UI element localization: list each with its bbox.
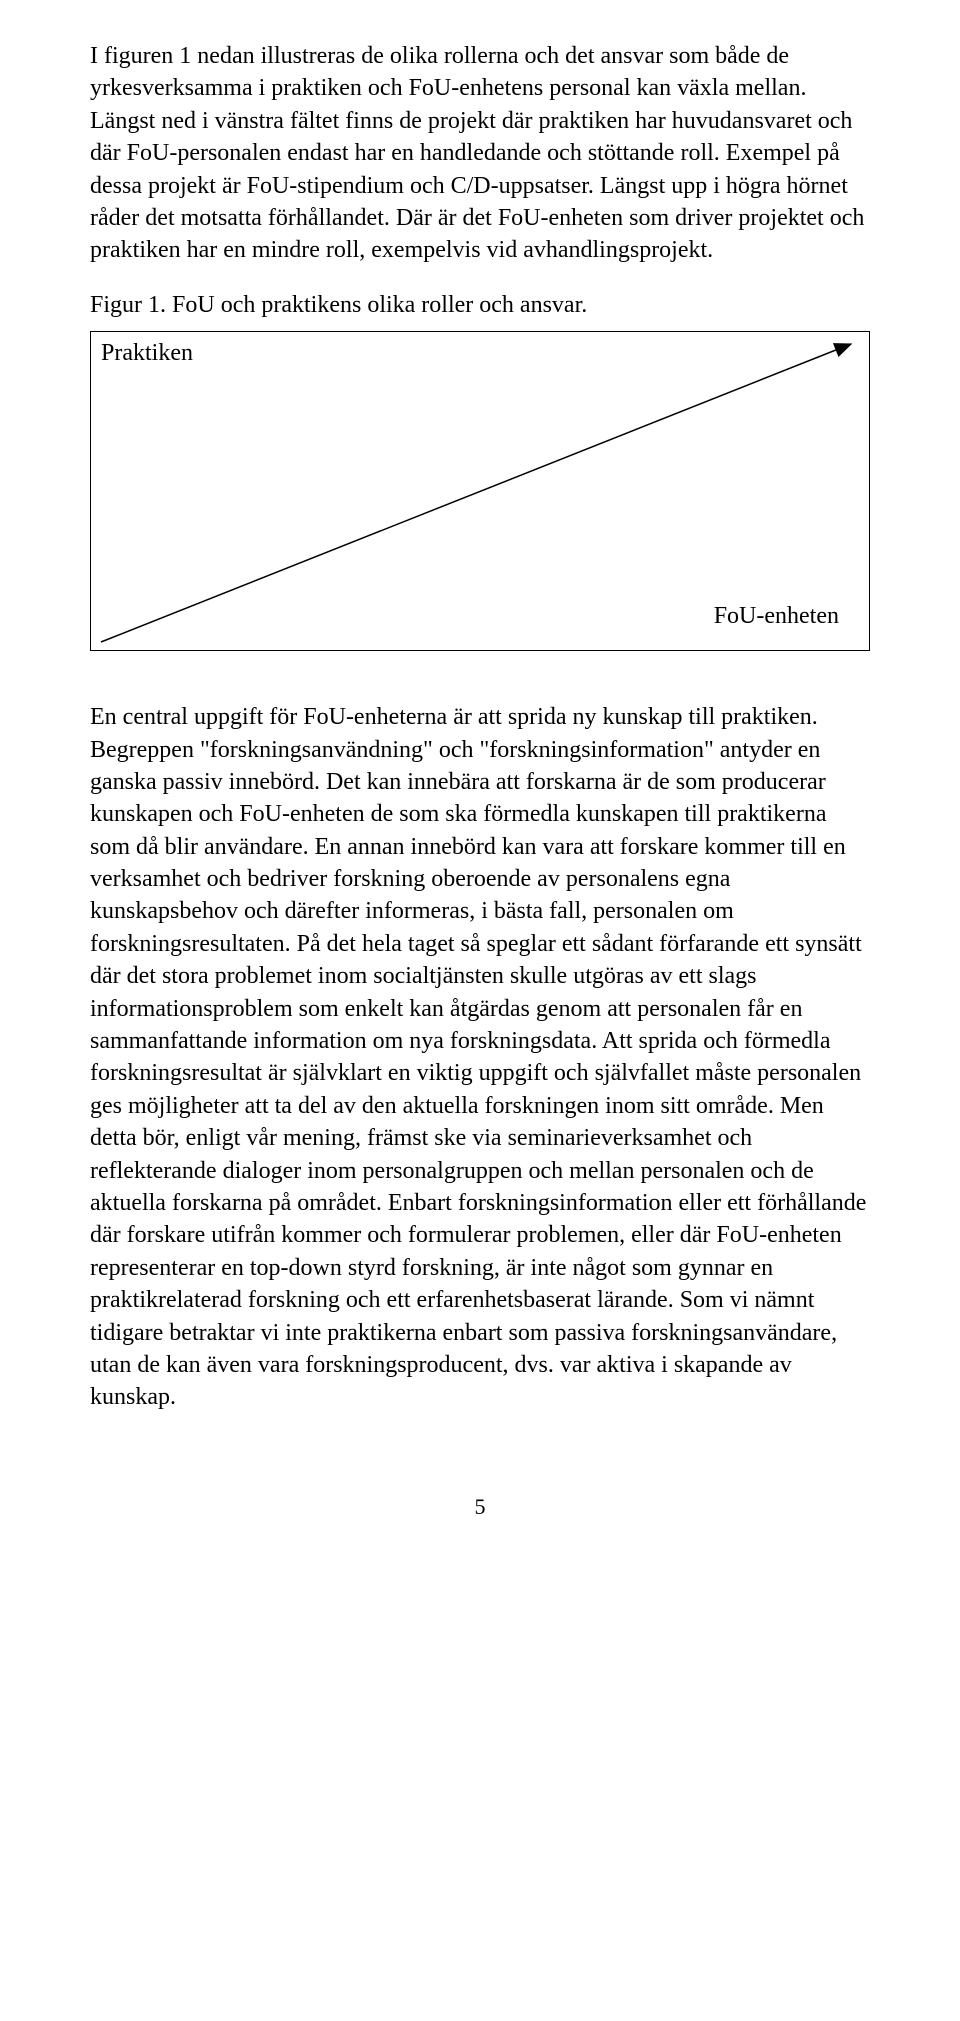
- figure-caption: Figur 1. FoU och praktikens olika roller…: [90, 289, 870, 321]
- document-page: I figuren 1 nedan illustreras de olika r…: [0, 0, 960, 1580]
- page-number: 5: [90, 1494, 870, 1520]
- roles-diagram: Praktiken FoU-enheten: [90, 331, 870, 651]
- paragraph-2: En central uppgift för FoU-enheterna är …: [90, 701, 870, 1414]
- arrow-line: [101, 344, 851, 642]
- paragraph-1: I figuren 1 nedan illustreras de olika r…: [90, 40, 870, 267]
- diagram-label-fou-enheten: FoU-enheten: [714, 603, 839, 630]
